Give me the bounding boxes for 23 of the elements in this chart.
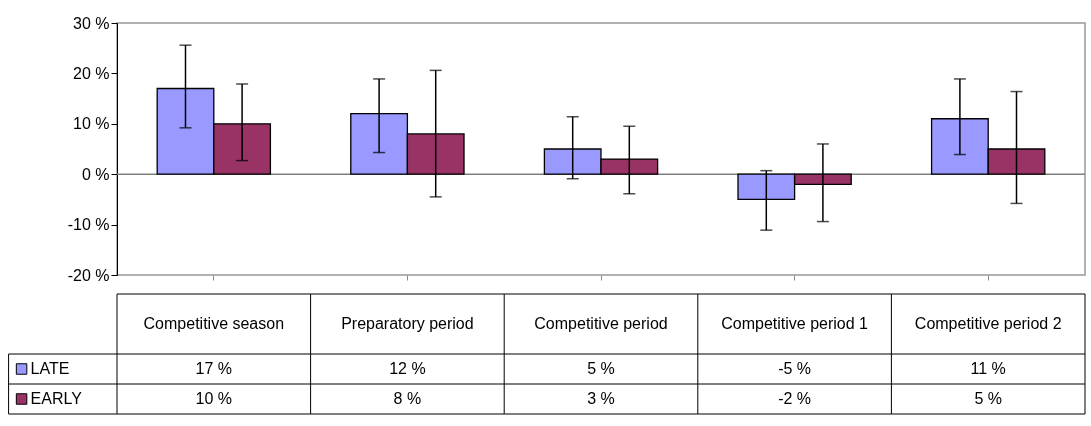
data-label: 11 % bbox=[970, 360, 1006, 377]
legend-label: EARLY bbox=[30, 390, 83, 407]
data-label: 10 % bbox=[195, 390, 233, 407]
data-label: 8 % bbox=[393, 390, 422, 407]
y-tick-label: 0 % bbox=[81, 165, 110, 183]
x-tick-label: Competitive season bbox=[143, 315, 285, 332]
y-tick-label: 10 % bbox=[73, 115, 110, 133]
y-tick-label: -20 % bbox=[67, 266, 110, 284]
y-tick-label: 20 % bbox=[73, 64, 110, 82]
x-tick-label: Competitive period bbox=[534, 315, 668, 332]
legend-label: LATE bbox=[30, 360, 70, 377]
data-label: -2 % bbox=[778, 390, 812, 407]
y-tick-label: 30 % bbox=[73, 14, 110, 32]
x-tick-label: Competitive period 2 bbox=[914, 315, 1062, 332]
data-label: 3 % bbox=[587, 390, 615, 407]
data-label: 5 % bbox=[974, 390, 1002, 407]
data-label: -5 % bbox=[778, 360, 812, 377]
data-label: 5 % bbox=[587, 360, 615, 377]
data-label: 17 % bbox=[195, 360, 233, 377]
y-tick-label: -10 % bbox=[67, 216, 110, 234]
x-tick-label: Preparatory period bbox=[341, 315, 474, 332]
data-label: 12 % bbox=[389, 360, 426, 377]
x-tick-label: Competitive period 1 bbox=[721, 315, 869, 332]
